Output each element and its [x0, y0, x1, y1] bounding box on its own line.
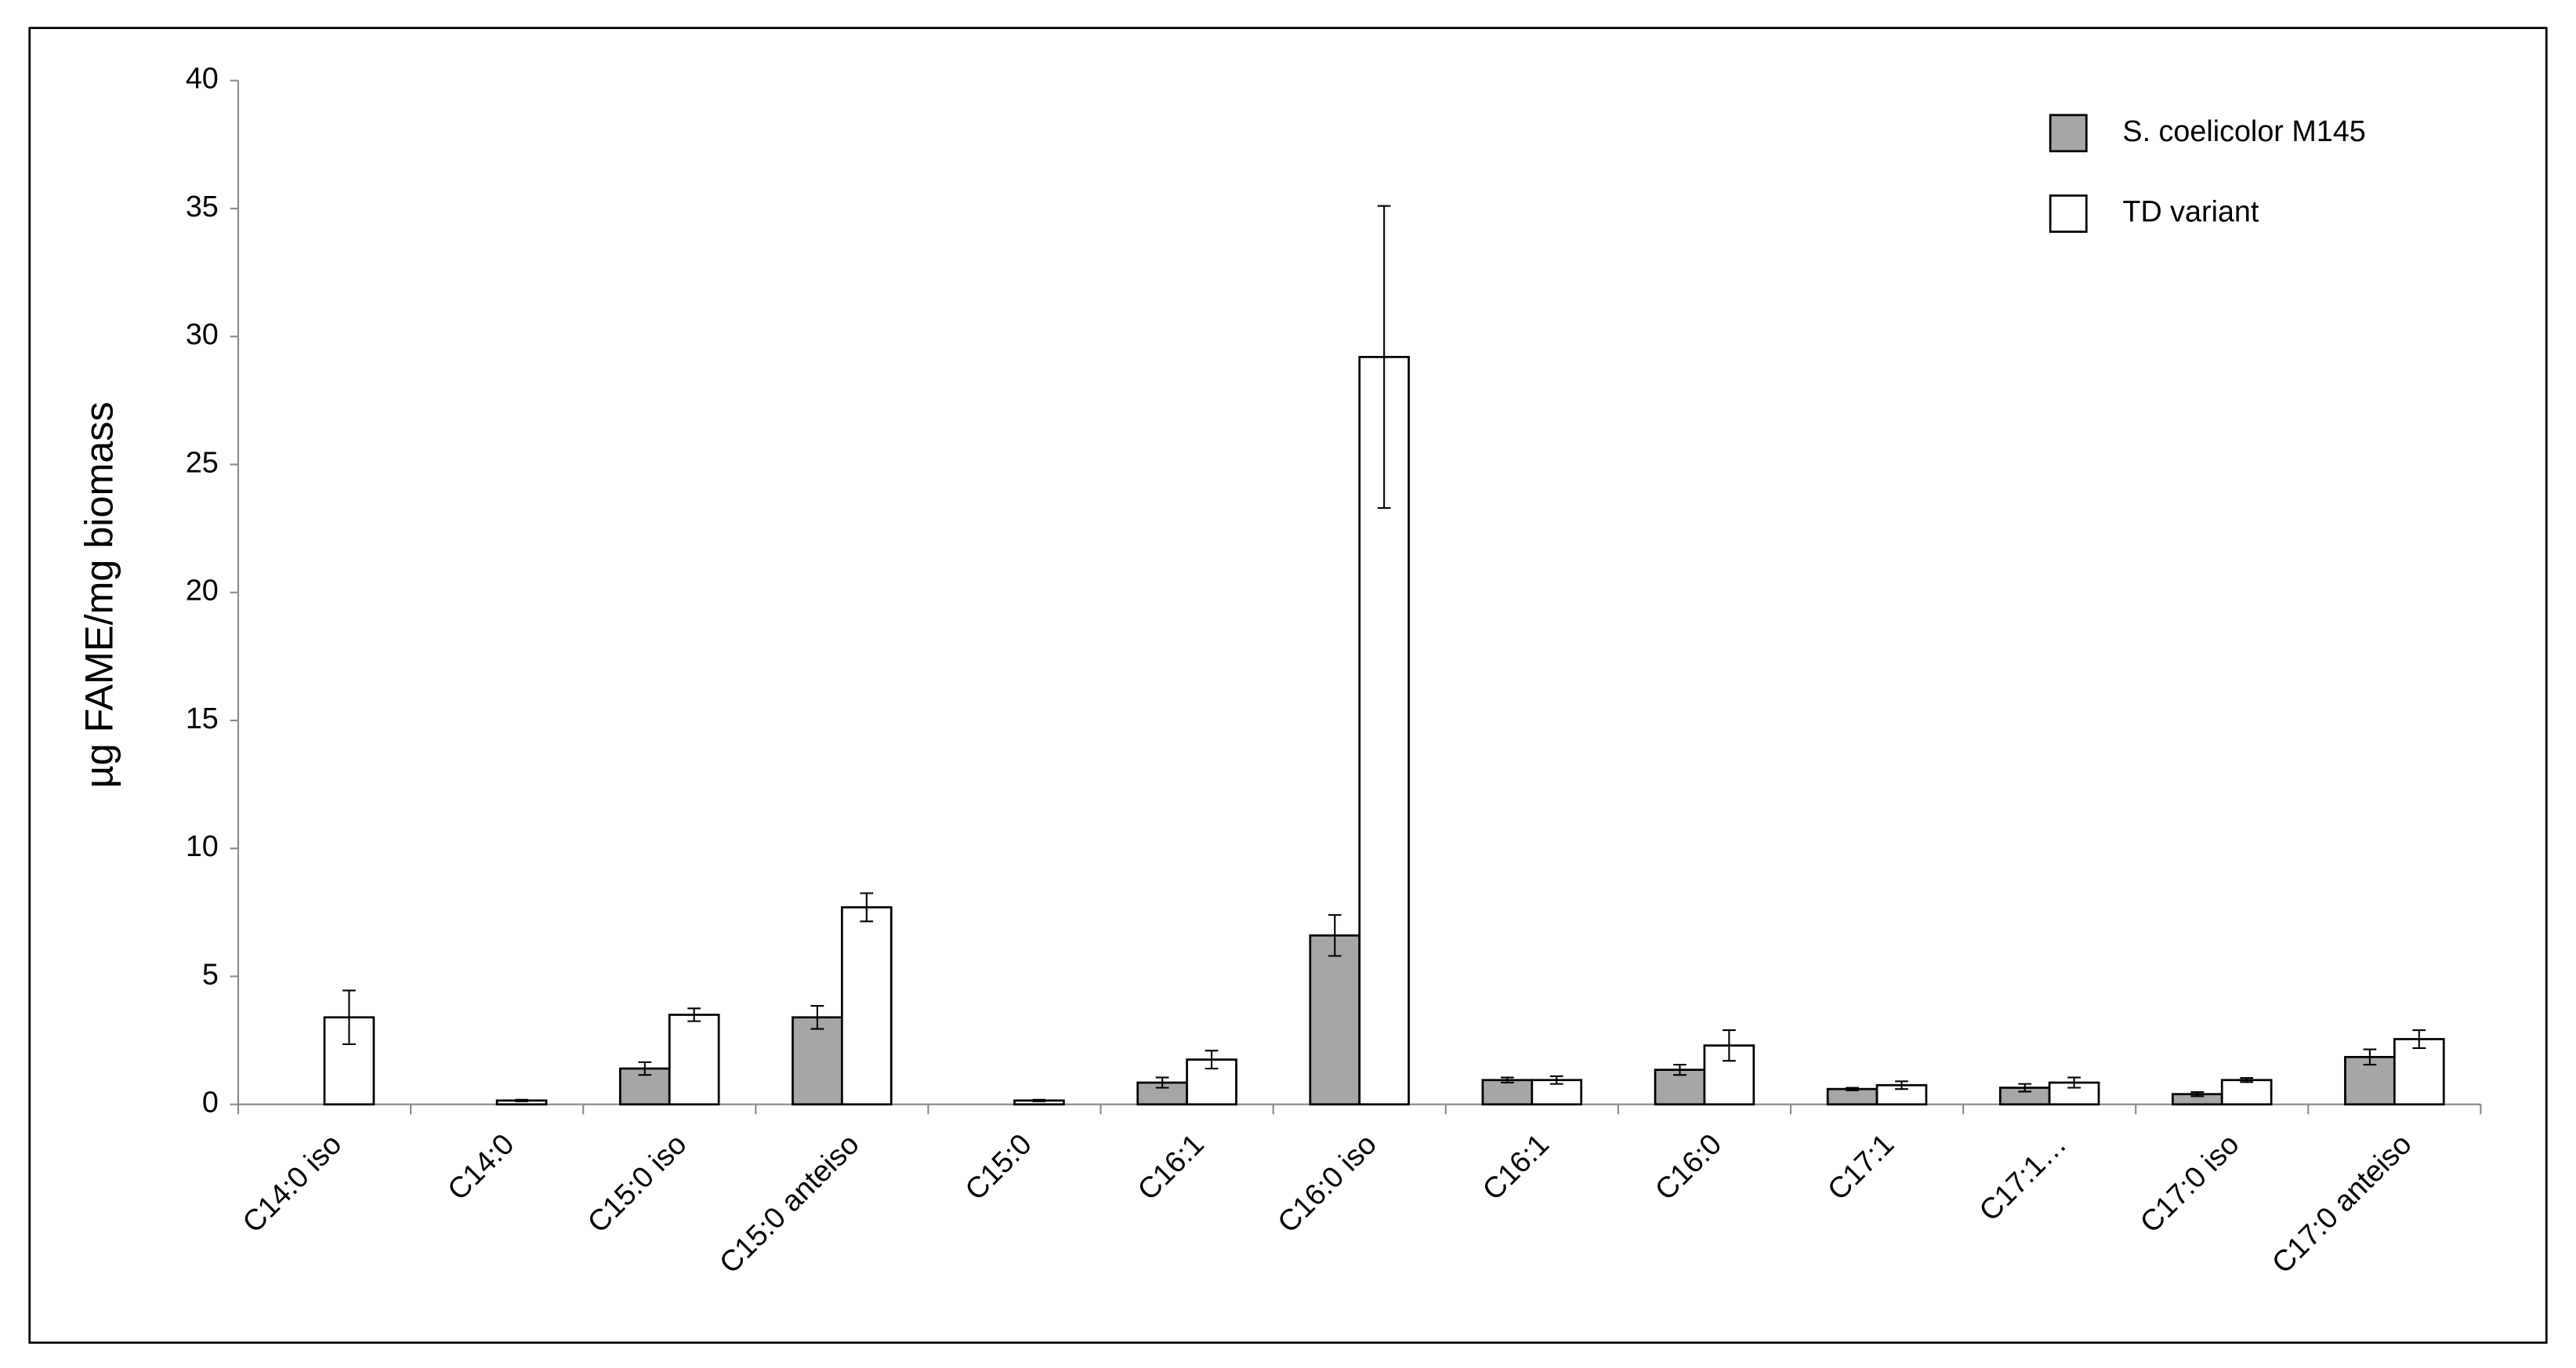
y-tick-label: 20	[186, 574, 219, 607]
error-bar	[2240, 1077, 2254, 1083]
y-tick-label: 30	[186, 318, 219, 350]
bar	[840, 905, 893, 1106]
error-bar	[342, 989, 356, 1046]
bar	[1826, 1087, 1879, 1106]
y-tick-label: 5	[202, 957, 219, 990]
bar	[2393, 1038, 2445, 1106]
bar	[1309, 934, 1361, 1106]
error-bar	[1673, 1064, 1687, 1076]
error-bar	[1549, 1075, 1563, 1085]
error-bar	[2190, 1091, 2205, 1098]
chart-frame	[28, 27, 2548, 1344]
error-bar	[1722, 1029, 1736, 1062]
error-bar	[810, 1004, 824, 1030]
legend-swatch	[2049, 194, 2088, 233]
error-bar	[2412, 1029, 2426, 1049]
error-bar	[2067, 1076, 2081, 1089]
y-axis-label: µg FAME/mg biomass	[76, 401, 121, 788]
error-bar	[1032, 1098, 1046, 1102]
error-bar	[1846, 1087, 1859, 1091]
bar	[668, 1014, 720, 1106]
error-bar	[860, 892, 874, 923]
y-tick-label: 40	[186, 62, 219, 95]
bar	[2220, 1079, 2273, 1106]
error-bar	[1155, 1076, 1169, 1089]
error-bar	[1377, 205, 1391, 510]
legend-label: TD variant	[2122, 195, 2259, 228]
y-tick-label: 15	[186, 702, 219, 735]
error-bar	[1895, 1080, 1908, 1090]
error-bar	[1500, 1076, 1514, 1084]
error-bar	[1205, 1050, 1219, 1070]
bar	[1481, 1079, 1534, 1106]
y-tick-label: 0	[202, 1086, 219, 1119]
error-bar	[687, 1007, 701, 1022]
error-bar	[1328, 914, 1342, 957]
error-bar	[515, 1098, 528, 1102]
error-bar	[638, 1061, 652, 1076]
legend-label: S. coelicolor M145	[2122, 114, 2365, 147]
y-tick-label: 25	[186, 445, 219, 478]
bar	[1875, 1083, 1928, 1106]
error-bar	[2018, 1083, 2032, 1093]
legend-swatch	[2049, 114, 2088, 153]
bar	[792, 1016, 843, 1106]
error-bar	[2363, 1048, 2377, 1066]
y-tick-label: 10	[186, 829, 219, 862]
y-tick-label: 35	[186, 190, 219, 223]
